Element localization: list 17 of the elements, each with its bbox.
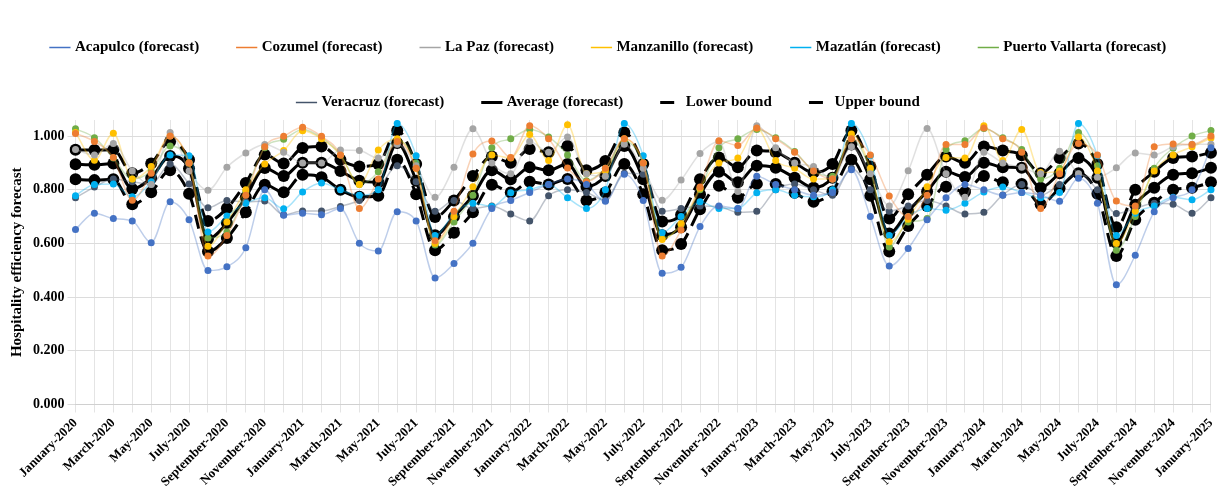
legend-label: Acapulco (forecast) (74, 38, 200, 56)
y-tick-label: 0.000 (33, 396, 65, 412)
legend-label: Lower bound (685, 93, 773, 110)
y-tick-label: 0.200 (33, 342, 65, 358)
legend-label: Upper bound (834, 93, 921, 110)
y-tick-label: 0.400 (33, 288, 65, 304)
legend-label: Manzanillo (forecast) (616, 38, 754, 56)
y-axis-title: Hospitality efficiency forecast (7, 167, 24, 358)
y-tick-label: 1.000 (33, 127, 65, 143)
y-tick-label: 0.800 (33, 181, 65, 197)
legend-label: Mazatlán (forecast) (815, 38, 941, 56)
legend-label: La Paz (forecast) (445, 38, 554, 56)
legend-label: Average (forecast) (506, 93, 624, 111)
legend-label: Cozumel (forecast) (261, 38, 383, 56)
legend-label: Puerto Vallarta (forecast) (1003, 38, 1167, 56)
y-tick-label: 0.600 (33, 235, 65, 251)
legend-label: Veracruz (forecast) (321, 93, 445, 111)
